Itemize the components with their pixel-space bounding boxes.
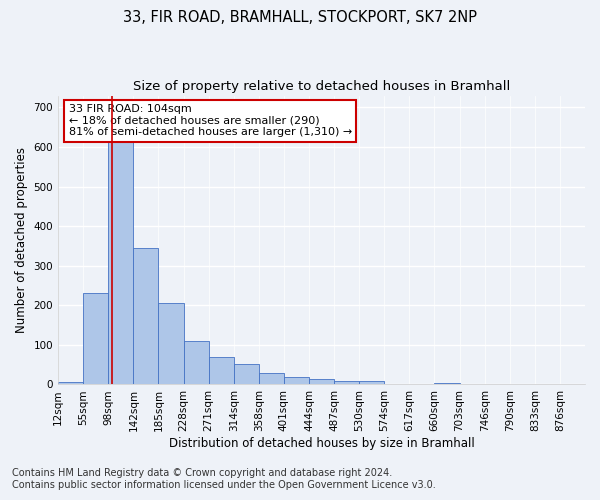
Text: 33 FIR ROAD: 104sqm
← 18% of detached houses are smaller (290)
81% of semi-detac: 33 FIR ROAD: 104sqm ← 18% of detached ho… xyxy=(68,104,352,138)
Bar xyxy=(233,364,259,384)
Bar xyxy=(108,127,133,384)
Bar xyxy=(58,382,83,384)
Title: Size of property relative to detached houses in Bramhall: Size of property relative to detached ho… xyxy=(133,80,510,93)
Bar xyxy=(309,379,334,384)
Bar xyxy=(359,382,384,384)
Bar xyxy=(434,383,460,384)
Bar xyxy=(334,382,359,384)
X-axis label: Distribution of detached houses by size in Bramhall: Distribution of detached houses by size … xyxy=(169,437,475,450)
Y-axis label: Number of detached properties: Number of detached properties xyxy=(15,147,28,333)
Bar xyxy=(83,292,108,384)
Bar xyxy=(184,341,209,384)
Text: 33, FIR ROAD, BRAMHALL, STOCKPORT, SK7 2NP: 33, FIR ROAD, BRAMHALL, STOCKPORT, SK7 2… xyxy=(123,10,477,25)
Text: Contains HM Land Registry data © Crown copyright and database right 2024.
Contai: Contains HM Land Registry data © Crown c… xyxy=(12,468,436,490)
Bar xyxy=(158,304,184,384)
Bar xyxy=(284,378,309,384)
Bar xyxy=(209,357,233,384)
Bar xyxy=(259,374,284,384)
Bar xyxy=(133,248,158,384)
